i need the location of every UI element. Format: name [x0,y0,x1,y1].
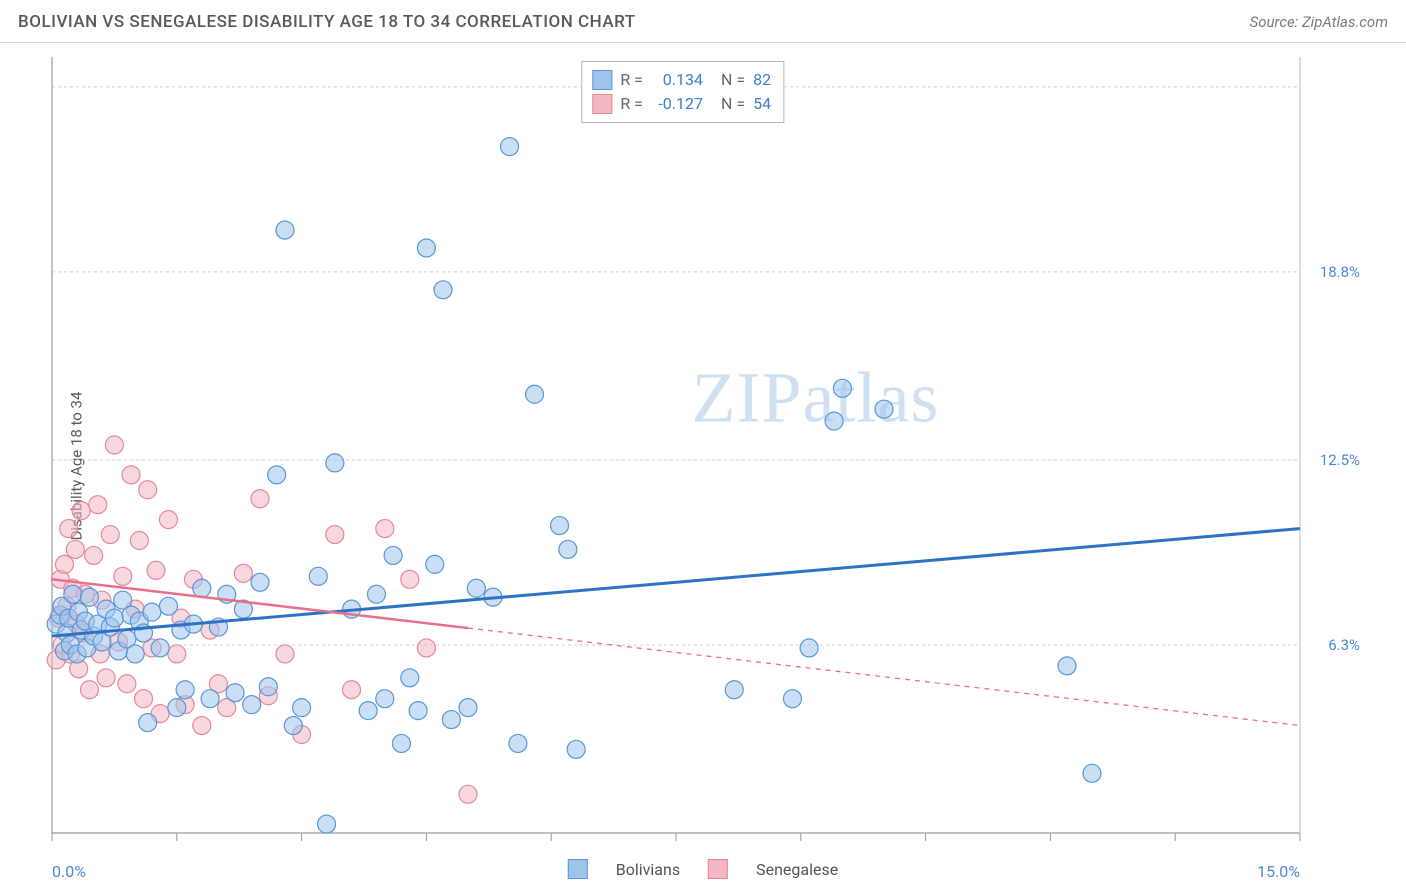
n-label: N = [721,92,745,116]
x-min-label: 0.0% [52,862,86,881]
swatch-bolivians-bottom [568,859,588,879]
chart-area: Disability Age 18 to 34 ZIPatlas 6.3%12.… [0,43,1406,889]
scatter-plot: 6.3% 12.5% 18.8% [0,43,1406,889]
chart-source: Source: ZipAtlas.com [1250,13,1388,31]
n-value-bolivians: 82 [753,68,771,92]
swatch-bolivians [592,70,612,90]
correlation-legend: R = 0.134 N = 82 R = -0.127 N = 54 [581,61,784,123]
x-max-label: 15.0% [1257,862,1300,881]
svg-text:18.8%: 18.8% [1320,263,1360,281]
series-legend: Bolivians Senegalese [568,859,838,879]
r-value-senegalese: -0.127 [651,92,703,116]
legend-label-bolivians: Bolivians [616,860,680,879]
svg-text:6.3%: 6.3% [1328,636,1360,654]
n-value-senegalese: 54 [753,92,771,116]
n-label: N = [721,68,745,92]
chart-header: BOLIVIAN VS SENEGALESE DISABILITY AGE 18… [0,0,1406,43]
swatch-senegalese-bottom [708,859,728,879]
chart-title: BOLIVIAN VS SENEGALESE DISABILITY AGE 18… [18,12,636,32]
svg-text:12.5%: 12.5% [1320,451,1360,469]
legend-row-bolivians: R = 0.134 N = 82 [592,68,771,92]
legend-label-senegalese: Senegalese [756,860,838,879]
legend-row-senegalese: R = -0.127 N = 54 [592,92,771,116]
swatch-senegalese [592,94,612,114]
r-label: R = [620,92,643,116]
r-label: R = [620,68,643,92]
r-value-bolivians: 0.134 [651,68,703,92]
